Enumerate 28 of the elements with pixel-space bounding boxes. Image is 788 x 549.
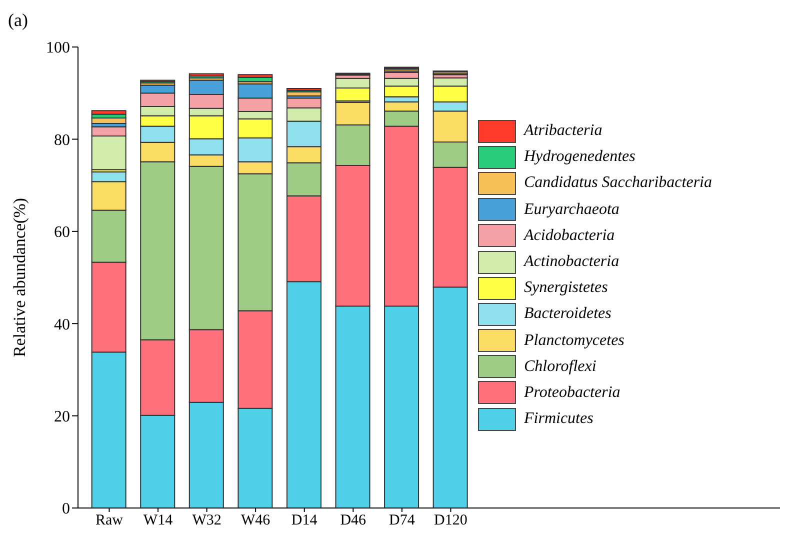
legend-label: Actinobacteria bbox=[524, 253, 620, 272]
x-tick-label: W14 bbox=[143, 512, 174, 529]
x-tick-label: W32 bbox=[192, 512, 222, 529]
x-tick-label: D74 bbox=[389, 512, 416, 529]
legend-label: Candidatus Saccharibacteria bbox=[524, 174, 712, 192]
legend-label: Synergistetes bbox=[524, 279, 608, 298]
legend-label: Chloroflexi bbox=[524, 358, 596, 376]
legend-label: Proteobacteria bbox=[524, 384, 620, 402]
y-tick-label: 40 bbox=[54, 316, 70, 334]
x-tick-label: D46 bbox=[340, 512, 367, 529]
legend-label: Firmicutes bbox=[524, 410, 594, 428]
legend-label: Hydrogenedentes bbox=[524, 148, 636, 166]
x-tick-label: D14 bbox=[291, 512, 318, 529]
y-axis-title: Relative abundance(%) bbox=[10, 198, 30, 358]
legend-label: Acidobacteria bbox=[524, 226, 615, 245]
x-tick-label: Raw bbox=[95, 512, 124, 529]
x-tick-label: D120 bbox=[434, 512, 468, 529]
legend-label: Euryarchaeota bbox=[524, 200, 620, 219]
y-tick-label: 80 bbox=[54, 132, 70, 149]
legend-label: Planctomycetes bbox=[524, 332, 624, 350]
y-tick-label: 60 bbox=[54, 224, 70, 242]
y-tick-label: 0 bbox=[62, 500, 70, 518]
x-tick-label: W46 bbox=[240, 512, 271, 529]
y-tick-label: 20 bbox=[54, 408, 70, 426]
legend-label: Atribacteria bbox=[524, 122, 602, 140]
legend-label: Bacteroidetes bbox=[524, 305, 612, 324]
chart-title: (a) bbox=[8, 10, 28, 31]
y-tick-label: 100 bbox=[46, 40, 70, 57]
